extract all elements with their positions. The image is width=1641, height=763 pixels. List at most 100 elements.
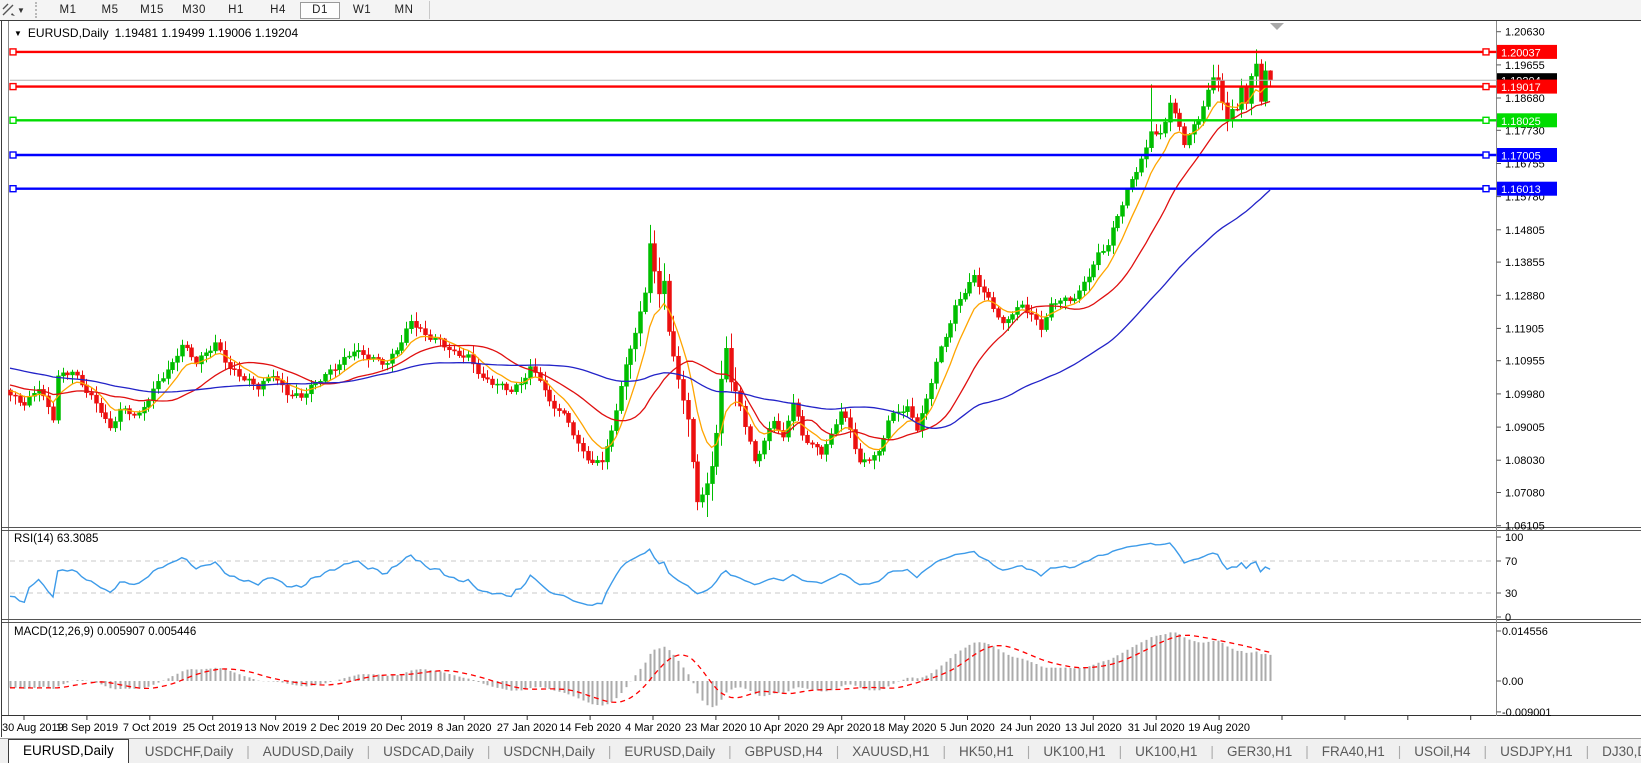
tab-ger30-h1[interactable]: GER30,H1 — [1226, 744, 1293, 759]
tab-hk50-h1[interactable]: HK50,H1 — [959, 744, 1014, 759]
candle-down — [681, 379, 686, 401]
candle-up — [1115, 216, 1120, 229]
candle-down — [533, 366, 538, 373]
candle-down — [667, 280, 672, 332]
tab-audusd-daily[interactable]: AUDUSD,Daily — [262, 744, 354, 759]
candle-up — [934, 361, 939, 384]
candle-up — [901, 411, 906, 413]
tab-usdjpy-h1[interactable]: USDJPY,H1 — [1500, 744, 1573, 759]
price-axis: 1.206301.196551.186801.177301.167551.157… — [1496, 27, 1545, 533]
candle-up — [834, 424, 839, 435]
candle-up — [724, 348, 729, 380]
candle-down — [853, 429, 858, 450]
candle-down — [729, 348, 734, 383]
candle-down — [442, 338, 447, 348]
candle-down — [94, 394, 99, 404]
candle-down — [657, 271, 662, 295]
candle-up — [495, 383, 500, 386]
timeframe-button-w1[interactable]: W1 — [352, 3, 372, 16]
candle-up — [1168, 102, 1173, 123]
candle-up — [710, 466, 715, 484]
tab-eurusd-daily[interactable]: EURUSD,Daily — [624, 744, 716, 759]
hline-price-tag: 1.18025 — [1497, 113, 1557, 128]
candle-down — [185, 344, 190, 349]
candle-up — [337, 364, 342, 371]
candle-down — [977, 275, 982, 287]
chevron-down-icon: ▼ — [17, 5, 25, 15]
candle-down — [691, 418, 696, 463]
tab-uk100-h1[interactable]: UK100,H1 — [1043, 744, 1106, 759]
tab-usdcnh-daily[interactable]: USDCNH,Daily — [503, 744, 595, 759]
tab-separator: | — [607, 744, 612, 759]
tab-usdchf-daily[interactable]: USDCHF,Daily — [144, 744, 234, 759]
candle-down — [299, 393, 304, 398]
date-axis-label: 4 Mar 2020 — [625, 722, 681, 734]
text-shape: 1.16013 — [1501, 184, 1541, 196]
timeframe-button-m5[interactable]: M5 — [101, 3, 119, 16]
candle-up — [1149, 131, 1154, 148]
timeframe-button-d1[interactable]: D1 — [300, 1, 340, 19]
candle-up — [1044, 317, 1049, 330]
candle-up — [662, 280, 667, 295]
candle-down — [557, 408, 562, 411]
timeframe-button-h4[interactable]: H4 — [270, 3, 286, 16]
candle-down — [1220, 80, 1225, 104]
tab-dj30-daily[interactable]: DJ30,Daily — [1602, 744, 1641, 759]
tab-fra40-h1[interactable]: FRA40,H1 — [1321, 744, 1385, 759]
candle-up — [872, 455, 877, 461]
timeframe-button-m15[interactable]: M15 — [140, 3, 164, 16]
tab-separator: | — [366, 744, 371, 759]
candle-down — [910, 406, 915, 418]
hline-handle — [1482, 48, 1490, 56]
timeframe-button-h1[interactable]: H1 — [228, 3, 244, 16]
line-studies-icon[interactable]: ▼ — [0, 1, 32, 19]
candle-down — [22, 402, 27, 406]
candle-up — [767, 428, 772, 442]
chevron-down-icon[interactable]: ▼ — [14, 28, 22, 38]
tab-usdcad-daily[interactable]: USDCAD,Daily — [383, 744, 474, 759]
hline-handle — [1482, 184, 1490, 193]
candle-down — [108, 418, 113, 429]
hline-handle — [1482, 82, 1490, 91]
candle-down — [547, 389, 552, 402]
candle-up — [1091, 264, 1096, 278]
candle-up — [972, 275, 977, 283]
horizontal-lines — [9, 48, 1497, 193]
candle-up — [170, 362, 175, 370]
candle-down — [232, 368, 237, 370]
macd-axis-label: 0.014556 — [1502, 626, 1548, 638]
candle-down — [819, 446, 824, 455]
candle-up — [920, 413, 925, 431]
hline-handle — [9, 151, 17, 159]
candle-up — [137, 412, 142, 416]
hline-price-tag: 1.19017 — [1497, 79, 1557, 94]
candle-up — [61, 372, 66, 377]
candle-up — [705, 483, 710, 496]
tab-separator: | — [1305, 744, 1309, 759]
rect-shape — [1497, 113, 1557, 128]
candle-up — [905, 406, 910, 412]
candle-up — [700, 494, 705, 503]
tab-uk100-h1[interactable]: UK100,H1 — [1135, 744, 1198, 759]
tab-xauusd-h1[interactable]: XAUUSD,H1 — [852, 744, 930, 759]
candle-down — [810, 442, 815, 445]
candle-up — [944, 336, 949, 347]
candle-down — [189, 347, 194, 358]
tab-eurusd-daily[interactable]: EURUSD,Daily — [8, 739, 129, 763]
text-shape: 1.18025 — [1501, 116, 1541, 128]
candle-down — [509, 389, 514, 392]
candle-down — [1068, 297, 1073, 302]
timeframe-button-m1[interactable]: M1 — [59, 3, 77, 16]
tab-gbpusd-h4[interactable]: GBPUSD,H4 — [744, 744, 823, 759]
timeframe-button-mn[interactable]: MN — [394, 3, 414, 16]
candle-down — [996, 308, 1001, 318]
timeframe-button-m30[interactable]: M30 — [182, 3, 206, 16]
tab-usoil-h4[interactable]: USOil,H4 — [1414, 744, 1471, 759]
hline-handle — [9, 48, 17, 56]
line-studies-glyph — [2, 3, 15, 16]
candle-up — [385, 363, 390, 365]
macd-panel: 0.014556 0.00 -0.009001 — [9, 626, 1552, 719]
candle-down — [237, 369, 242, 377]
candle-up — [466, 354, 471, 358]
candle-up — [1096, 252, 1101, 266]
